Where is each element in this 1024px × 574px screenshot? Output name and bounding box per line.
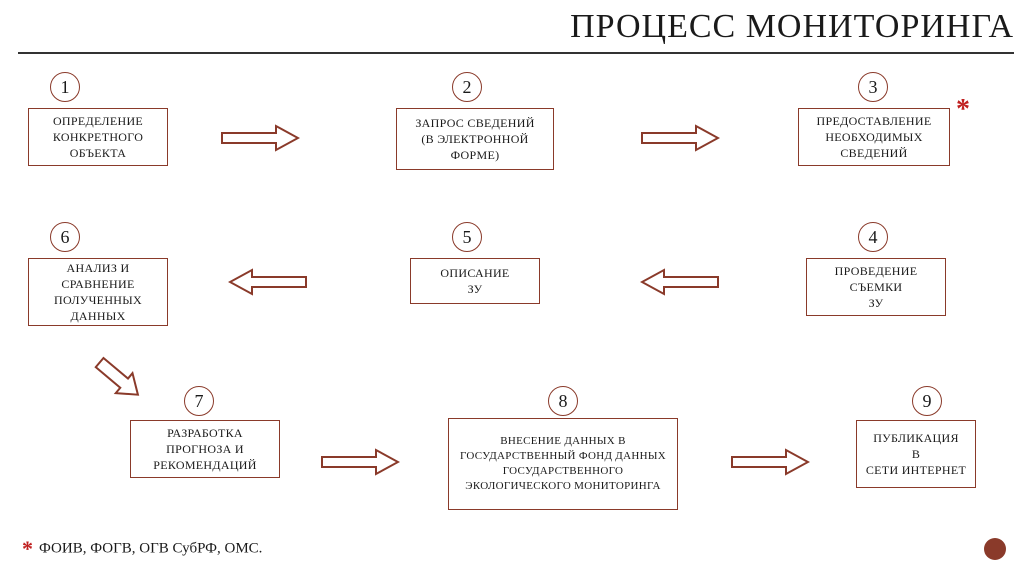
step-3-box: ПРЕДОСТАВЛЕНИЕ НЕОБХОДИМЫХ СВЕДЕНИЙ bbox=[798, 108, 950, 166]
slide-title: ПРОЦЕСС МОНИТОРИНГА bbox=[570, 8, 1014, 46]
slide-corner-dot bbox=[984, 538, 1006, 560]
step-4-box: ПРОВЕДЕНИЕ СЪЕМКИЗУ bbox=[806, 258, 946, 316]
arrow-7-to-8 bbox=[320, 448, 400, 476]
step-4-number: 4 bbox=[858, 222, 888, 252]
step-2-number: 2 bbox=[452, 72, 482, 102]
step-3-number: 3 bbox=[858, 72, 888, 102]
arrow-8-to-9 bbox=[730, 448, 810, 476]
step-5-number: 5 bbox=[452, 222, 482, 252]
title-underline bbox=[18, 52, 1014, 54]
arrow-5-to-6 bbox=[228, 268, 308, 296]
step-5-box: ОПИСАНИЕЗУ bbox=[410, 258, 540, 304]
arrow-4-to-5 bbox=[640, 268, 720, 296]
arrow-1-to-2 bbox=[220, 124, 300, 152]
step-1-box: ОПРЕДЕЛЕНИЕ КОНКРЕТНОГО ОБЪЕКТА bbox=[28, 108, 168, 166]
step-6-box: АНАЛИЗ И СРАВНЕНИЕ ПОЛУЧЕННЫХ ДАННЫХ bbox=[28, 258, 168, 326]
step-9-box: ПУБЛИКАЦИЯВСЕТИ ИНТЕРНЕТ bbox=[856, 420, 976, 488]
asterisk-marker: * bbox=[956, 94, 970, 126]
arrow-6-to-7 bbox=[88, 348, 148, 408]
step-1-number: 1 bbox=[50, 72, 80, 102]
footnote-text: ФОИВ, ФОГВ, ОГВ СубРФ, ОМС. bbox=[39, 540, 262, 556]
step-2-box: ЗАПРОС СВЕДЕНИЙ(В ЭЛЕКТРОННОЙ ФОРМЕ) bbox=[396, 108, 554, 170]
step-8-number: 8 bbox=[548, 386, 578, 416]
asterisk-icon: * bbox=[22, 536, 33, 561]
step-7-number: 7 bbox=[184, 386, 214, 416]
step-9-number: 9 bbox=[912, 386, 942, 416]
arrow-2-to-3 bbox=[640, 124, 720, 152]
footnote: * ФОИВ, ФОГВ, ОГВ СубРФ, ОМС. bbox=[22, 536, 262, 562]
step-6-number: 6 bbox=[50, 222, 80, 252]
step-7-box: РАЗРАБОТКА ПРОГНОЗА И РЕКОМЕНДАЦИЙ bbox=[130, 420, 280, 478]
step-8-box: ВНЕСЕНИЕ ДАННЫХ В ГОСУДАРСТВЕННЫЙ ФОНД Д… bbox=[448, 418, 678, 510]
